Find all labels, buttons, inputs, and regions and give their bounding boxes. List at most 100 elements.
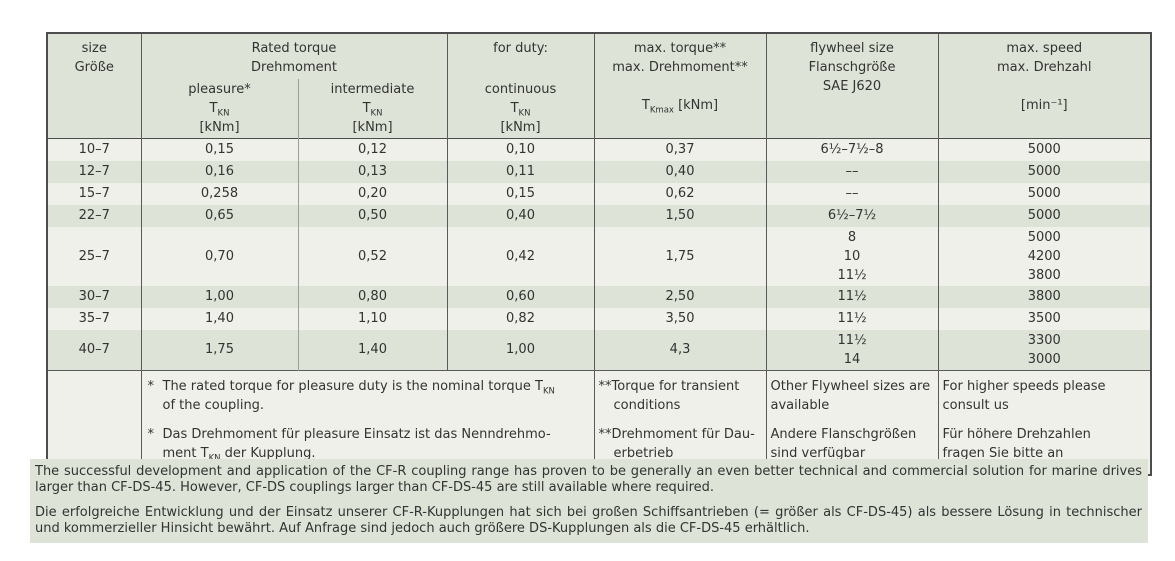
- header-row-top: size Größe Rated torque Drehmoment for d…: [47, 33, 1152, 139]
- cell-flywheel-size: ––: [766, 160, 939, 183]
- tkmax-symbol: T: [641, 98, 650, 113]
- cell-intermediate-torque: 0,80: [298, 285, 448, 308]
- tkn-subscript: KN: [518, 108, 531, 119]
- tkmax-unit: [kNm]: [673, 98, 719, 113]
- continuous-label: continuous: [484, 82, 557, 97]
- tkn-subscript: KN: [209, 453, 221, 463]
- table-row: 15–7 0,258 0,20 0,15 0,62 –– 5000: [47, 182, 1152, 205]
- tkn-subscript: KN: [370, 108, 383, 119]
- cell-max-speed: 5000: [1027, 186, 1061, 201]
- max-torque-label-de: max. Drehmoment**: [612, 60, 748, 75]
- asterisk-marker: *: [147, 378, 155, 394]
- speed-unit-line: [min⁻¹]: [1020, 98, 1068, 113]
- footnote-speed-cell: For higher speeds please consult us Für …: [938, 369, 1152, 475]
- cell-max-speed: 5000: [1027, 208, 1061, 223]
- cell-flywheel-size: 8 10 11½: [766, 226, 939, 286]
- cell-continuous-torque: 0,10: [447, 138, 595, 161]
- flywheel-label: flywheel size Flanschgröße SAE J620: [808, 41, 896, 94]
- cell-max-torque: 1,75: [594, 226, 767, 286]
- cell-continuous-torque: 0,15: [447, 182, 595, 205]
- header-rated-torque-cell: Rated torque Drehmoment: [141, 33, 448, 79]
- footnote-flywheel-cell: Other Flywheel sizes are available Ander…: [766, 369, 939, 475]
- cell-intermediate-torque: 0,12: [298, 138, 448, 161]
- table-row: 12–7 0,16 0,13 0,11 0,40 –– 5000: [47, 160, 1152, 183]
- cell-continuous-torque: 0,40: [447, 204, 595, 227]
- tkn-subscript: KN: [542, 386, 555, 397]
- intermediate-label: intermediate: [330, 82, 415, 97]
- rated-torque-label: Rated torque Drehmoment: [251, 41, 337, 75]
- cell-size: 10–7: [47, 138, 142, 161]
- footnote-flywheel-en: Other Flywheel sizes are available: [770, 378, 931, 413]
- coupling-spec-table: size Größe Rated torque Drehmoment for d…: [46, 32, 1153, 476]
- asterisk-marker: *: [147, 426, 155, 442]
- size-label: size Größe: [74, 41, 114, 75]
- cell-intermediate-torque: 1,40: [298, 329, 448, 370]
- tkn-symbol: T: [209, 101, 218, 116]
- cell-max-torque: 2,50: [594, 285, 767, 308]
- footnote-row: * The rated torque for pleasure duty is …: [47, 369, 1152, 475]
- cell-max-speed: 3500: [1027, 311, 1061, 326]
- knm-unit: [kNm]: [199, 120, 240, 135]
- cell-size: 22–7: [47, 204, 142, 227]
- footnote-text: The rated torque for pleasure duty is th…: [162, 378, 543, 394]
- max-speed-label: max. speed max. Drehzahl: [996, 41, 1092, 75]
- footnote-max-torque-de: **Drehmoment für Dau- erbetrieb: [598, 426, 755, 461]
- footnote-max-torque-en: **Torque for transient conditions: [598, 378, 740, 413]
- cell-size: 15–7: [47, 182, 142, 205]
- footnote-pleasure-en: * The rated torque for pleasure duty is …: [148, 377, 588, 415]
- header-max-speed-cell: max. speed max. Drehzahl [min⁻¹]: [938, 33, 1152, 139]
- cell-continuous-torque: 0,42: [447, 226, 595, 286]
- table-row: 22–7 0,65 0,50 0,40 1,50 6½–7½ 5000: [47, 204, 1152, 227]
- cell-continuous-torque: 1,00: [447, 329, 595, 370]
- cell-pleasure-torque: 1,75: [141, 329, 299, 370]
- cell-pleasure-torque: 0,16: [141, 160, 299, 183]
- cell-max-torque: 0,40: [594, 160, 767, 183]
- cell-size: 12–7: [47, 160, 142, 183]
- tkn-subscript: KN: [217, 108, 230, 119]
- footnote-max-torque-cell: **Torque for transient conditions **Dreh…: [594, 369, 767, 475]
- tkmax-subscript: Kmax: [649, 105, 674, 116]
- cell-flywheel-size: ––: [766, 182, 939, 205]
- table-row: 40–7 1,75 1,40 1,00 4,3 11½ 14 3300 3000: [47, 329, 1152, 370]
- header-continuous-cell: continuous TKN [kNm]: [446, 79, 595, 139]
- cell-intermediate-torque: 0,13: [298, 160, 448, 183]
- footnote-flywheel-de: Andere Flanschgrößen sind verfügbar: [770, 426, 917, 461]
- cell-flywheel-size: 6½–7½: [766, 204, 939, 227]
- tkn-line: TKN: [452, 99, 590, 118]
- cell-max-torque: 0,62: [594, 182, 767, 205]
- cell-flywheel-size: 6½–7½–8: [766, 138, 939, 161]
- cell-pleasure-torque: 0,258: [141, 182, 299, 205]
- cell-flywheel-size: 11½: [766, 307, 939, 330]
- footnote-pleasure-de: * Das Drehmoment für pleasure Einsatz is…: [148, 425, 588, 463]
- table-row: 10–7 0,15 0,12 0,10 0,37 6½–7½–8 5000: [47, 138, 1152, 161]
- tkmax-unit-line: TKmax [kNm]: [599, 96, 762, 115]
- header-size-cell: size Größe: [47, 33, 142, 139]
- footnote-text: of the coupling.: [162, 397, 265, 413]
- cell-pleasure-torque: 1,40: [141, 307, 299, 330]
- cell-intermediate-torque: 0,20: [298, 182, 448, 205]
- footnote-pleasure-cell: * The rated torque for pleasure duty is …: [141, 369, 595, 475]
- knm-unit: [kNm]: [500, 120, 541, 135]
- for-duty-label: for duty:: [493, 41, 548, 56]
- cell-max-torque: 3,50: [594, 307, 767, 330]
- tkn-line: TKN: [146, 99, 294, 118]
- cell-continuous-torque: 0,82: [447, 307, 595, 330]
- cell-continuous-torque: 0,11: [447, 160, 595, 183]
- cell-size: 30–7: [47, 285, 142, 308]
- cell-max-speed: 5000 4200 3800: [1027, 229, 1061, 283]
- cell-pleasure-torque: 0,65: [141, 204, 299, 227]
- header-pleasure-cell: pleasure* TKN [kNm]: [141, 79, 299, 139]
- table-row: 30–7 1,00 0,80 0,60 2,50 11½ 3800: [47, 285, 1152, 308]
- cell-max-torque: 1,50: [594, 204, 767, 227]
- cell-flywheel-size: 11½: [766, 285, 939, 308]
- tkn-symbol: T: [362, 101, 371, 116]
- cell-max-speed: 5000: [1027, 164, 1061, 179]
- cell-max-torque: 0,37: [594, 138, 767, 161]
- header-flywheel-cell: flywheel size Flanschgröße SAE J620: [766, 33, 939, 139]
- cell-pleasure-torque: 1,00: [141, 285, 299, 308]
- cell-intermediate-torque: 0,50: [298, 204, 448, 227]
- cell-size: 40–7: [47, 329, 142, 370]
- table-row: 25–7 0,70 0,52 0,42 1,75 8 10 11½ 5000 4…: [47, 226, 1152, 286]
- cell-max-speed: 5000: [938, 138, 1152, 161]
